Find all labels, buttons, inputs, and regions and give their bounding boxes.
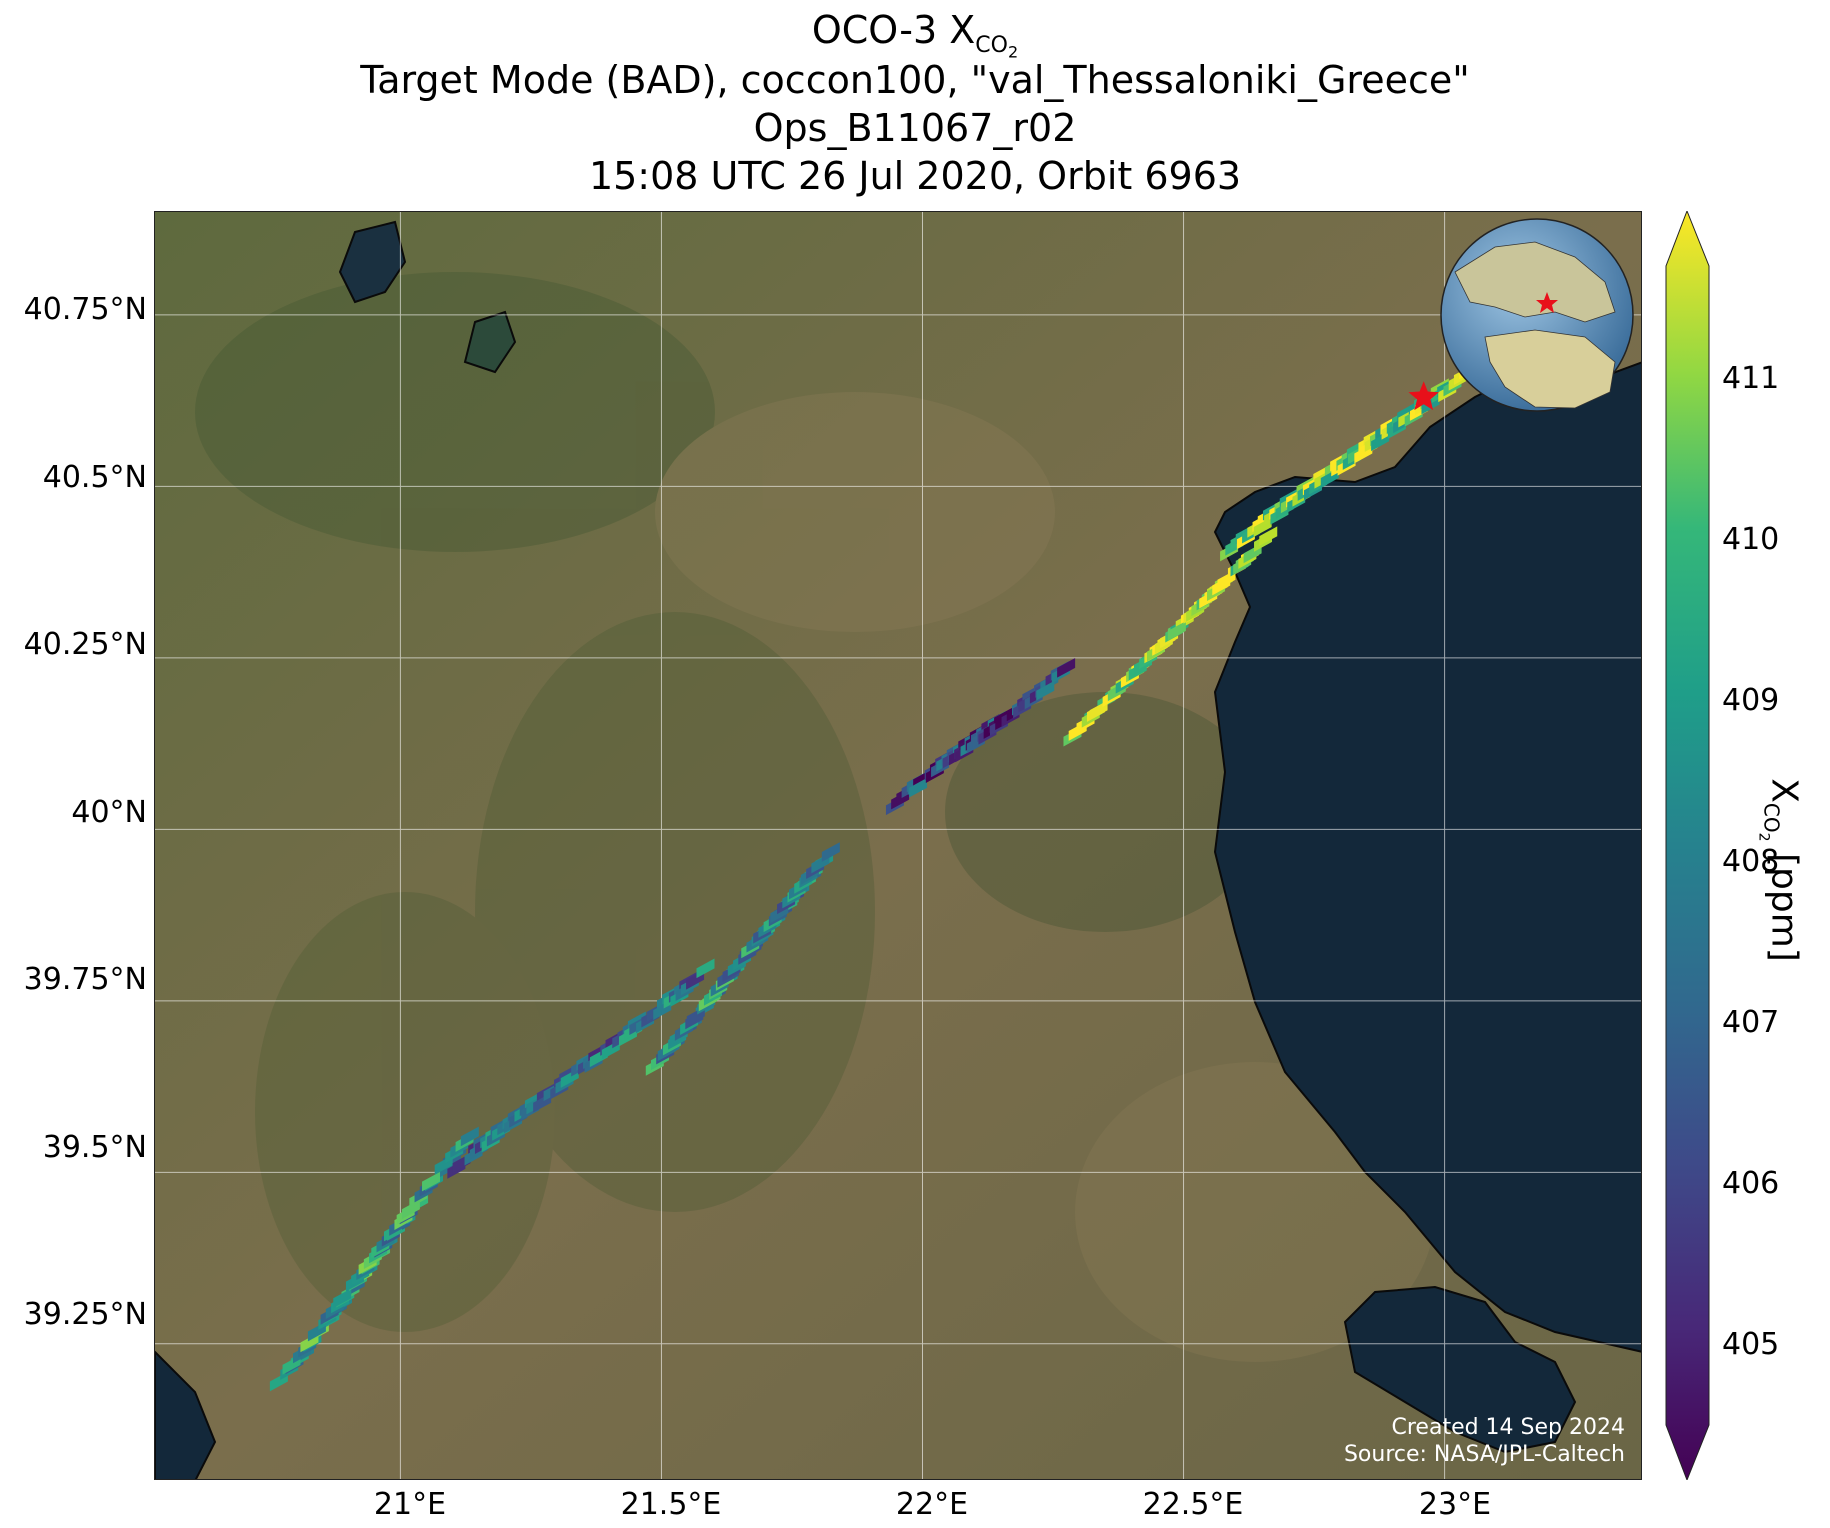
- credit-source: Source: NASA/JPL-Caltech: [1343, 1442, 1625, 1467]
- lon-tick-label: 21°E: [373, 1487, 447, 1522]
- colorbar-tick-label: 407: [1722, 1004, 1780, 1040]
- lat-tick-label: 40°N: [71, 795, 147, 830]
- colorbar: [1665, 209, 1710, 1482]
- lon-tick-label: 23°E: [1418, 1487, 1492, 1522]
- colorbar-tick-label: 405: [1722, 1326, 1780, 1362]
- lon-tick-label: 22°E: [895, 1487, 969, 1522]
- globe-land-europe: [1454, 241, 1616, 323]
- colorbar-body: [1665, 209, 1710, 1482]
- colorbar-tick-label: 410: [1722, 521, 1780, 557]
- map-title-line2: Target Mode (BAD), coccon100, "val_Thess…: [360, 58, 1470, 102]
- ionian-corner: [155, 1350, 217, 1479]
- colorbar-tick-label: 409: [1722, 682, 1780, 718]
- terrain-texture: [195, 272, 1435, 1362]
- satellite-map: [154, 211, 1642, 1480]
- lat-tick-label: 40.5°N: [42, 460, 147, 495]
- globe-land-africa: [1484, 329, 1616, 409]
- xco2-sounding: [821, 842, 840, 862]
- colorbar-label: XCO2 [ppm]: [1755, 778, 1805, 962]
- gridlines: [155, 212, 1641, 1479]
- thermaic-gulf: [1213, 361, 1641, 1353]
- lon-tick-label: 21.5°E: [620, 1487, 722, 1522]
- credit-created: Created 14 Sep 2024: [1391, 1415, 1626, 1440]
- globe-star-icon: [1536, 292, 1558, 313]
- lon-tick-label: 22.5°E: [1142, 1487, 1244, 1522]
- map-title-line3: Ops_B11067_r02: [753, 106, 1077, 150]
- colorbar-tick-label: 406: [1722, 1165, 1780, 1201]
- lat-tick-label: 39.75°N: [23, 962, 147, 997]
- xco2-sounding: [696, 958, 715, 979]
- xco2-swath: [269, 353, 1483, 1392]
- lat-tick-label: 39.25°N: [23, 1297, 147, 1332]
- sea-area: [155, 220, 1641, 1479]
- xco2-sounding: [1167, 621, 1186, 641]
- map-credit: Created 14 Sep 2024 Source: NASA/JPL-Cal…: [1344, 1414, 1625, 1468]
- colorbar-tick-label: 408: [1722, 843, 1780, 879]
- lake-prespa: [463, 310, 517, 374]
- xco2-sounding: [460, 1126, 479, 1147]
- inset-globe: [1440, 218, 1634, 412]
- xco2-sounding: [1036, 680, 1055, 701]
- pagasetic-gulf: [1343, 1285, 1577, 1454]
- map-title-line4: 15:08 UTC 26 Jul 2020, Orbit 6963: [588, 154, 1242, 198]
- lat-tick-label: 40.75°N: [23, 292, 147, 327]
- target-star-icon: [1408, 381, 1439, 411]
- target-marker: [1408, 381, 1439, 411]
- lat-tick-label: 40.25°N: [23, 627, 147, 662]
- xco2-sounding: [422, 1171, 441, 1192]
- lat-tick-label: 39.5°N: [42, 1130, 147, 1165]
- xco2-sounding: [909, 777, 928, 798]
- xco2-sounding: [1057, 658, 1076, 678]
- xco2-sounding: [333, 1288, 352, 1309]
- map-title-line1: OCO-3 XCO2: [811, 8, 1019, 61]
- colorbar-tick-label: 411: [1722, 360, 1780, 396]
- lake-ohrid: [338, 220, 407, 304]
- xco2-sounding: [1259, 526, 1278, 546]
